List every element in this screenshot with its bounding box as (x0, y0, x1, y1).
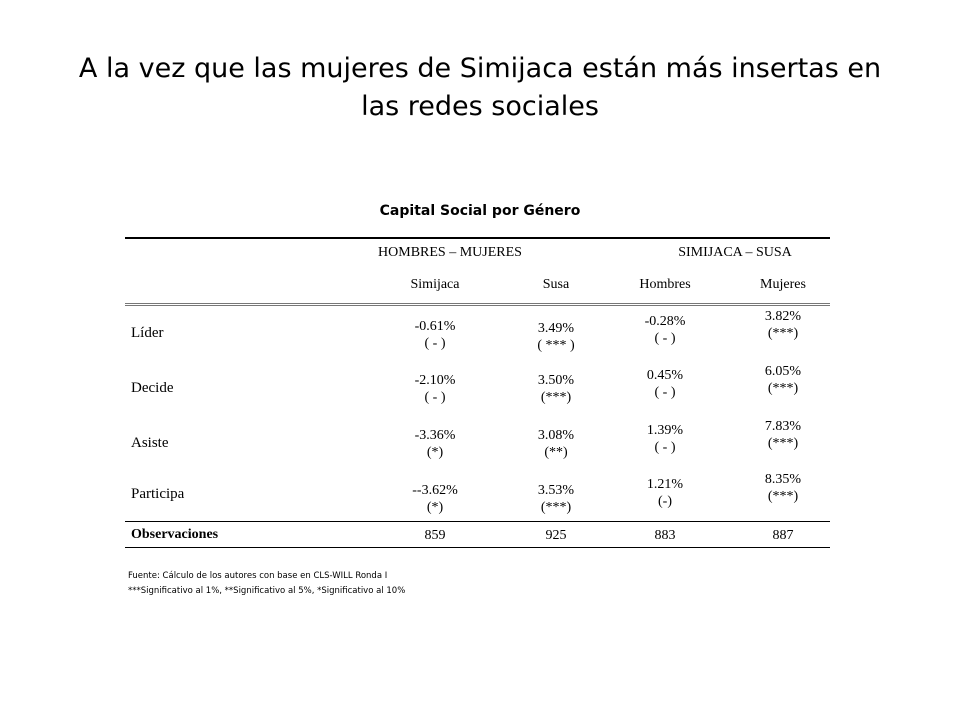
cell-significance: (***) (767, 381, 799, 396)
source-note: Fuente: Cálculo de los autores con base … (128, 571, 388, 581)
cell-value: --3.62% (412, 483, 458, 498)
cell-lider-mujeres: 3.82% (***) (728, 308, 838, 342)
cell-asiste-hombres: 1.39% ( - ) (610, 422, 720, 456)
cell-asiste-susa: 3.08% (**) (501, 427, 611, 461)
sub-header-susa: Susa (542, 277, 570, 292)
cell-participa-susa: 3.53% (***) (501, 482, 611, 516)
group-header-simijaca-susa: SIMIJACA – SUSA (678, 245, 792, 260)
cell-value: 1.21% (646, 477, 684, 492)
cell-value: 1.39% (646, 423, 684, 438)
cell-significance: (***) (767, 326, 799, 341)
cell-significance: ( *** ) (537, 338, 575, 353)
cell-value: 3.08% (537, 428, 575, 443)
cell-significance: ( - ) (654, 440, 676, 455)
cell-asiste-mujeres: 7.83% (***) (728, 418, 838, 452)
row-label-asiste: Asiste (131, 435, 169, 451)
cell-value: -0.28% (644, 314, 686, 329)
cell-significance: (***) (767, 436, 799, 451)
cell-significance: (*) (426, 500, 444, 515)
sub-header-simijaca: Simijaca (410, 277, 460, 292)
slide-title: A la vez que las mujeres de Simijaca est… (78, 53, 882, 122)
cell-participa-simijaca: --3.62% (*) (380, 482, 490, 516)
cell-lider-susa: 3.49% ( *** ) (501, 320, 611, 354)
observations-rule (125, 521, 830, 522)
observations-mujeres: 887 (772, 528, 794, 543)
cell-value: -3.36% (414, 428, 456, 443)
header-rule (125, 303, 830, 304)
cell-significance: (**) (544, 445, 568, 460)
cell-value: 0.45% (646, 368, 684, 383)
row-label-participa: Participa (131, 486, 185, 502)
table-top-rule (125, 237, 830, 239)
cell-significance: ( - ) (424, 336, 446, 351)
observations-susa: 925 (545, 528, 567, 543)
cell-significance: ( - ) (654, 385, 676, 400)
sub-header-mujeres: Mujeres (760, 277, 806, 292)
cell-value: 3.49% (537, 321, 575, 336)
cell-lider-simijaca: -0.61% ( - ) (380, 318, 490, 352)
observations-simijaca: 859 (424, 528, 446, 543)
cell-significance: ( - ) (424, 390, 446, 405)
table-caption: Capital Social por Género (379, 203, 581, 219)
cell-significance: (***) (540, 500, 572, 515)
cell-lider-hombres: -0.28% ( - ) (610, 313, 720, 347)
cell-significance: ( - ) (654, 331, 676, 346)
cell-value: 6.05% (764, 364, 802, 379)
cell-value: -0.61% (414, 319, 456, 334)
cell-value: 8.35% (764, 472, 802, 487)
observations-hombres: 883 (654, 528, 676, 543)
cell-participa-mujeres: 8.35% (***) (728, 471, 838, 505)
cell-decide-hombres: 0.45% ( - ) (610, 367, 720, 401)
cell-significance: (-) (658, 494, 672, 509)
group-header-hombres-mujeres: HOMBRES – MUJERES (378, 245, 522, 260)
cell-value: -2.10% (414, 373, 456, 388)
cell-decide-simijaca: -2.10% ( - ) (380, 372, 490, 406)
cell-value: 3.50% (537, 373, 575, 388)
row-label-lider: Líder (131, 325, 164, 341)
cell-decide-susa: 3.50% (***) (501, 372, 611, 406)
cell-value: 3.53% (537, 483, 575, 498)
header-rule-double (125, 305, 830, 306)
cell-value: 7.83% (764, 419, 802, 434)
table-bottom-rule (125, 547, 830, 548)
cell-asiste-simijaca: -3.36% (*) (380, 427, 490, 461)
cell-value: 3.82% (764, 309, 802, 324)
significance-note: ***Significativo al 1%, **Significativo … (128, 586, 406, 596)
cell-significance: (***) (767, 489, 799, 504)
sub-header-hombres: Hombres (639, 277, 691, 292)
cell-significance: (*) (426, 445, 444, 460)
row-label-decide: Decide (131, 380, 174, 396)
cell-decide-mujeres: 6.05% (***) (728, 363, 838, 397)
cell-significance: (***) (540, 390, 572, 405)
observations-label: Observaciones (131, 527, 219, 542)
cell-participa-hombres: 1.21% (-) (610, 476, 720, 510)
